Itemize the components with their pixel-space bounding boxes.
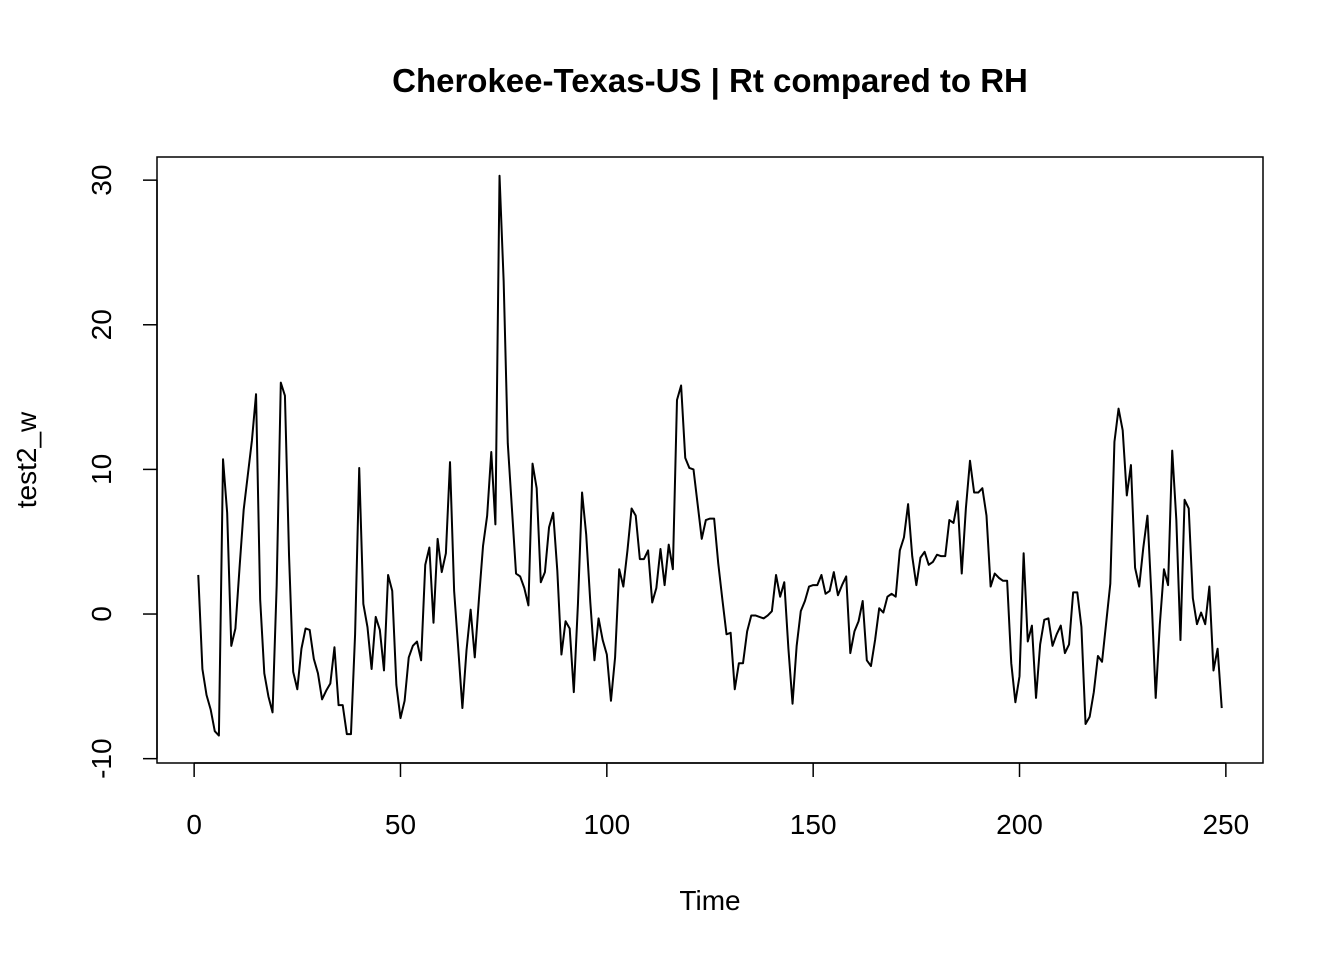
x-tick-label: 150 xyxy=(790,809,837,840)
y-tick-label: 0 xyxy=(86,606,117,622)
y-axis: -10 0 10 20 30 xyxy=(86,165,158,779)
y-tick-label: 30 xyxy=(86,165,117,196)
x-tick-label: 250 xyxy=(1202,809,1249,840)
x-axis-label: Time xyxy=(679,885,740,916)
plot-frame xyxy=(156,156,1264,764)
x-tick-label: 50 xyxy=(385,809,416,840)
y-tick-label: -10 xyxy=(86,738,117,778)
x-axis: 0 50 100 150 200 250 xyxy=(186,762,1249,840)
series-line xyxy=(197,174,1223,737)
y-tick-label: 20 xyxy=(86,309,117,340)
y-axis-label: test2_w xyxy=(11,411,42,508)
x-tick-label: 200 xyxy=(996,809,1043,840)
chart-title: Cherokee-Texas-US | Rt compared to RH xyxy=(392,62,1028,99)
x-tick-label: 100 xyxy=(583,809,630,840)
x-tick-label: 0 xyxy=(186,809,202,840)
y-tick-label: 10 xyxy=(86,454,117,485)
